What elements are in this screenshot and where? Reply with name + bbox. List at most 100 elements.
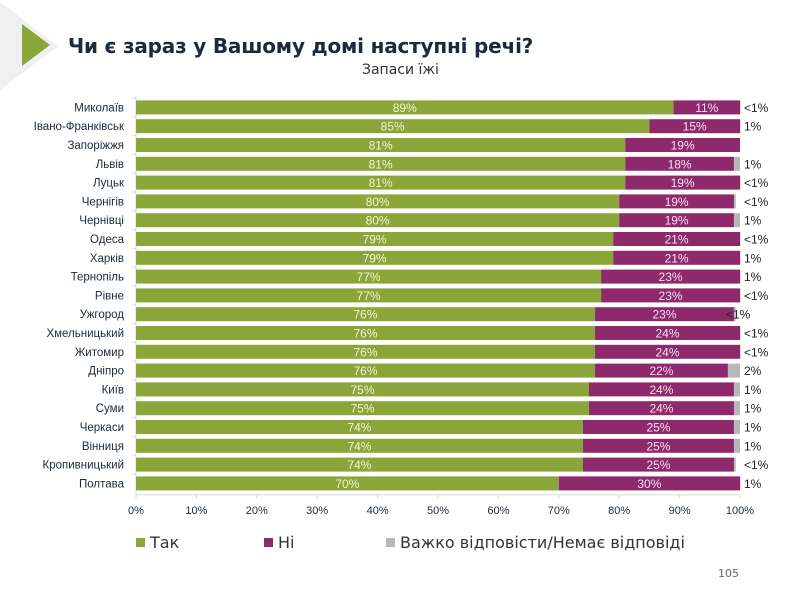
data-label-no: 19% (671, 139, 695, 153)
data-label-no: 23% (659, 289, 683, 303)
data-label-unsure: 1% (744, 157, 762, 171)
bar-unsure (733, 307, 736, 322)
data-label-unsure: <1% (744, 101, 769, 115)
data-label-no: 23% (652, 308, 676, 322)
category-label: Запоріжжя (67, 140, 124, 152)
bar-no (582, 457, 734, 472)
data-label-yes: 74% (347, 458, 371, 472)
data-label-yes: 81% (369, 176, 393, 190)
category-label: Кропивницький (43, 460, 124, 472)
bar-unsure (740, 288, 741, 303)
data-label-yes: 81% (369, 157, 393, 171)
data-label-unsure: <1% (744, 327, 769, 341)
bar-no (601, 269, 740, 284)
bar-unsure (727, 363, 740, 378)
bar-no (589, 382, 734, 397)
x-tick-label: 50% (427, 505, 449, 517)
accent-arrow-icon (22, 24, 50, 66)
bar-unsure (740, 269, 741, 284)
bar-yes (136, 344, 596, 359)
x-tick-label: 40% (367, 505, 389, 517)
category-label: Хмельницький (46, 328, 124, 340)
bar-yes (136, 138, 626, 152)
page-title: Чи є зараз у Вашому домі наступні речі? (68, 34, 534, 58)
category-label: Львів (96, 159, 124, 171)
data-label-yes: 89% (393, 101, 417, 115)
data-label-no: 23% (659, 270, 683, 284)
bar-no (625, 156, 734, 171)
bar-yes (136, 250, 614, 265)
legend-swatch-no (264, 538, 273, 547)
bar-no (582, 420, 734, 434)
data-label-yes: 76% (354, 308, 378, 322)
bar-yes (136, 307, 596, 322)
data-label-yes: 79% (363, 233, 387, 247)
bar-unsure (733, 420, 740, 434)
page-number: 105 (718, 567, 739, 580)
category-label: Вінниця (82, 441, 124, 453)
bar-unsure (740, 476, 741, 491)
bar-yes (136, 156, 626, 171)
data-label-unsure: 1% (744, 477, 762, 491)
category-label: Чернігів (82, 196, 124, 208)
bar-yes (136, 213, 620, 228)
category-label: Полтава (79, 478, 125, 490)
bar-unsure (733, 438, 740, 453)
bar-unsure (740, 326, 741, 340)
legend-swatch-yes (136, 538, 145, 547)
data-label-no: 22% (649, 364, 673, 378)
bar-unsure (733, 194, 736, 209)
bar-unsure (740, 344, 741, 359)
category-label: Тернопіль (71, 272, 124, 284)
category-label: Дніпро (88, 366, 124, 378)
category-label: Одеса (90, 234, 125, 246)
bar-yes (136, 420, 583, 434)
data-label-no: 25% (646, 439, 670, 453)
bar-yes (136, 119, 650, 134)
legend-item-no: Ні (264, 533, 294, 552)
data-label-yes: 80% (366, 195, 390, 209)
legend-label-no: Ні (278, 533, 295, 552)
category-label: Івано-Франківськ (34, 121, 125, 133)
bar-yes (136, 363, 596, 378)
data-label-unsure: <1% (744, 233, 769, 247)
bar-no (589, 401, 734, 416)
category-label: Київ (102, 384, 124, 396)
legend-item-unsure: Важко відповісти/Немає відповіді (386, 533, 685, 552)
data-label-unsure: 2% (744, 364, 762, 378)
bar-no (619, 194, 734, 209)
data-label-unsure: <1% (744, 458, 769, 472)
data-label-no: 25% (646, 421, 670, 435)
data-label-no: 18% (668, 157, 692, 171)
data-label-yes: 80% (366, 214, 390, 228)
bar-no (595, 344, 740, 359)
x-tick-label: 70% (548, 505, 570, 517)
bar-unsure (740, 100, 741, 115)
data-label-yes: 74% (347, 421, 371, 435)
data-label-no: 25% (646, 458, 670, 472)
data-label-no: 30% (637, 477, 661, 491)
category-label: Черкаси (80, 422, 124, 434)
category-label: Рівне (95, 290, 124, 302)
data-label-unsure: 1% (744, 214, 762, 228)
bar-unsure (740, 250, 741, 265)
data-label-yes: 75% (350, 402, 374, 416)
data-label-yes: 75% (350, 383, 374, 397)
data-label-yes: 76% (354, 364, 378, 378)
category-label: Житомир (75, 347, 124, 359)
x-tick-label: 10% (185, 505, 207, 517)
data-label-no: 24% (649, 402, 673, 416)
data-label-yes: 74% (347, 439, 371, 453)
data-label-no: 19% (665, 214, 689, 228)
bar-yes (136, 438, 583, 453)
bar-no (613, 250, 740, 265)
stacked-bar-chart: Миколаїв 89% 11% <1% Івано-Франківськ 85% 15% 1… (34, 96, 769, 517)
bar-unsure (740, 119, 741, 134)
data-label-yes: 79% (363, 251, 387, 265)
data-label-no: 21% (665, 251, 689, 265)
bar-unsure (733, 457, 736, 472)
bar-yes (136, 288, 602, 303)
bar-no (613, 232, 740, 246)
bar-yes (136, 269, 602, 284)
category-label: Миколаїв (74, 102, 124, 114)
